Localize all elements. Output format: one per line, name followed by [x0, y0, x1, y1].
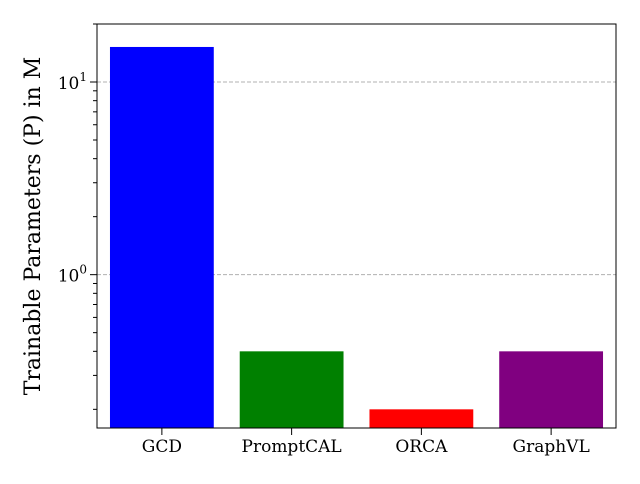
- x-tick-label: GCD: [142, 437, 182, 457]
- bar-graphvl: [499, 351, 604, 428]
- plot-frame: [96, 23, 617, 429]
- bar-promptcal: [239, 351, 344, 428]
- axis-ticks: 100 101 GCD PromptCAL ORCA GraphVL: [58, 23, 590, 457]
- bars: [109, 46, 604, 428]
- y-tick-label: 100: [58, 263, 87, 287]
- bar-gcd: [109, 46, 214, 428]
- y-axis-label: Trainable Parameters (P) in M: [21, 57, 46, 396]
- x-tick-label: PromptCAL: [242, 437, 342, 457]
- bar-orca: [369, 409, 474, 428]
- y-tick-label: 101: [58, 70, 87, 94]
- x-tick-label: ORCA: [395, 437, 448, 457]
- x-tick-label: GraphVL: [513, 437, 590, 457]
